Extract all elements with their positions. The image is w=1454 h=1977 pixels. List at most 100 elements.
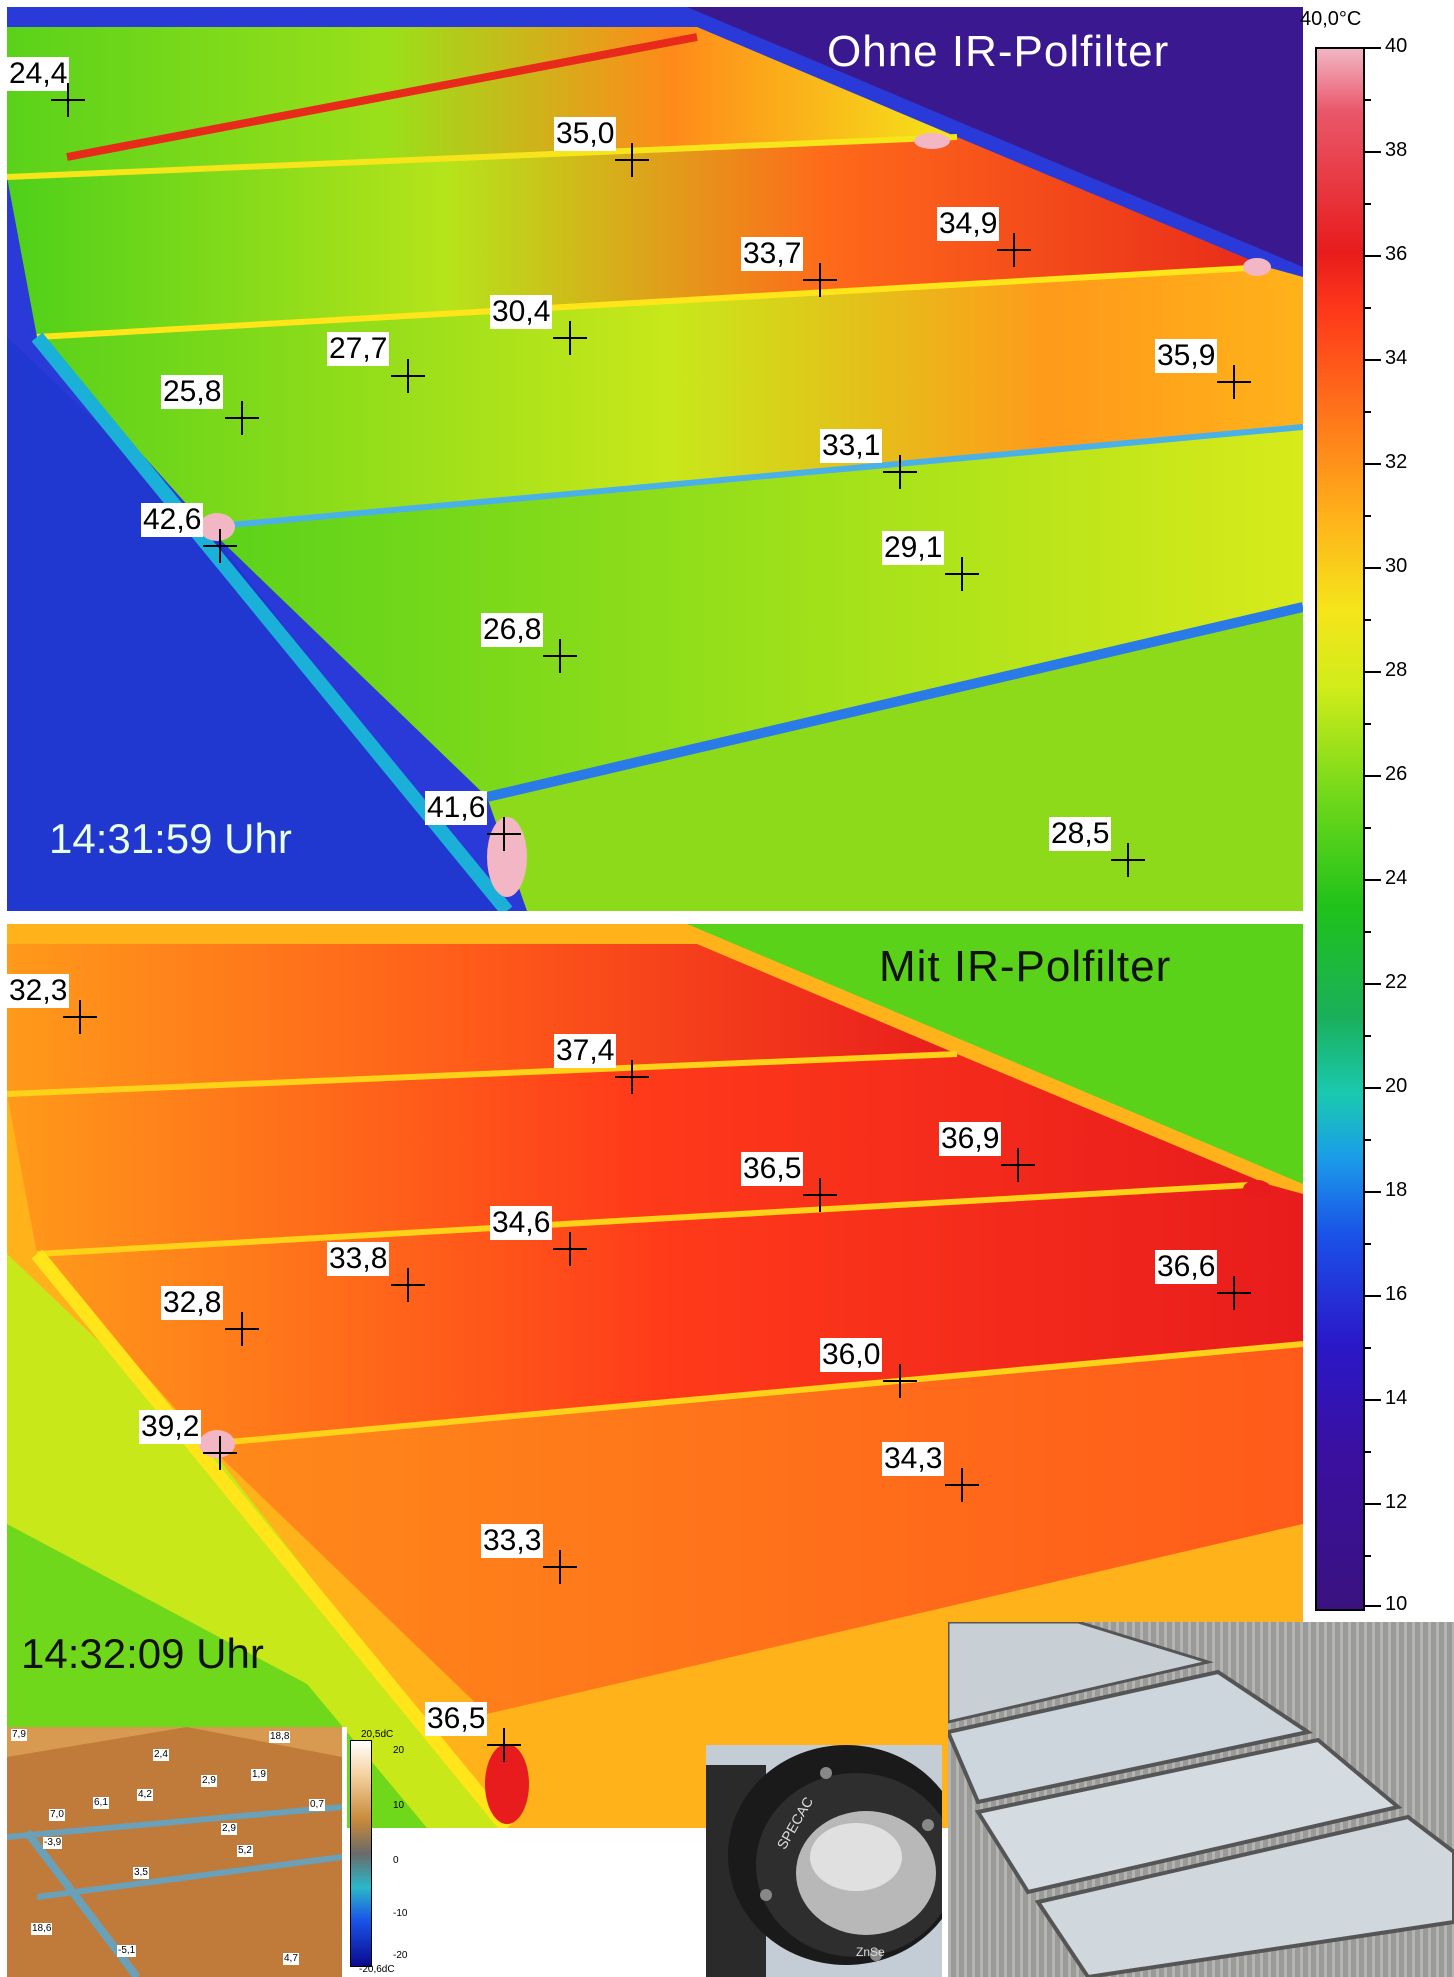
inset-marker-label: 6,1 bbox=[93, 1797, 109, 1809]
temp-marker-label: 37,4 bbox=[554, 1034, 617, 1068]
scale-max-label: 40,0°C bbox=[1300, 8, 1362, 30]
scale-tick-label: 20 bbox=[1385, 1075, 1408, 1097]
scale-major-tick bbox=[1363, 1191, 1381, 1193]
thermal-scene-bottom bbox=[7, 924, 1303, 1828]
crosshair-icon bbox=[883, 1364, 917, 1398]
inset-marker-label: 7,9 bbox=[11, 1729, 27, 1741]
temp-marker-label: 33,3 bbox=[481, 1524, 544, 1558]
inset-scale-tick-label: 0 bbox=[393, 1855, 399, 1866]
inset-thermal-scene bbox=[7, 1727, 347, 1977]
inset-color-scale bbox=[350, 1740, 372, 1967]
scale-tick-label: 32 bbox=[1385, 451, 1408, 473]
temp-marker-label: 34,3 bbox=[882, 1442, 945, 1476]
inset-marker-label: -3,9 bbox=[43, 1837, 63, 1849]
temp-marker-label: 34,6 bbox=[490, 1206, 553, 1240]
scale-minor-tick bbox=[1363, 307, 1371, 309]
inset-marker-label: 2,9 bbox=[201, 1775, 217, 1787]
crosshair-icon bbox=[391, 1268, 425, 1302]
temp-marker-label: 36,6 bbox=[1155, 1250, 1218, 1284]
temp-marker-label: 36,5 bbox=[741, 1152, 804, 1186]
inset-scale-tick-label: -10 bbox=[393, 1908, 408, 1919]
temp-marker-label: 35,0 bbox=[554, 117, 617, 151]
crosshair-icon bbox=[615, 143, 649, 177]
inset-scale-top-label: 20,5dC bbox=[361, 1729, 394, 1740]
inset-marker-label: 2,4 bbox=[153, 1749, 169, 1761]
crosshair-icon bbox=[553, 321, 587, 355]
scale-tick-label: 26 bbox=[1385, 763, 1408, 785]
scale-major-tick bbox=[1363, 775, 1381, 777]
thermal-image-without-filter: Ohne IR-Polfilter 14:31:59 Uhr 24,4 35,0… bbox=[7, 7, 1303, 911]
inset-marker-label: 18,6 bbox=[31, 1923, 53, 1935]
temp-marker-label: 34,9 bbox=[937, 207, 1000, 241]
crosshair-icon bbox=[487, 817, 521, 851]
temperature-color-scale bbox=[1315, 47, 1365, 1611]
scale-major-tick bbox=[1363, 463, 1381, 465]
temp-marker-label: 25,8 bbox=[161, 375, 224, 409]
temp-marker-label: 33,8 bbox=[327, 1242, 390, 1276]
crosshair-icon bbox=[997, 233, 1031, 267]
inset-marker-label: 5,2 bbox=[237, 1845, 253, 1857]
scale-major-tick bbox=[1363, 1503, 1381, 1505]
temp-marker-label: 32,8 bbox=[161, 1286, 224, 1320]
temp-marker-label: 41,6 bbox=[425, 791, 488, 825]
scale-ticks: 40 38 36 34 32 30 28 26 24 22 20 18 16 1… bbox=[1363, 35, 1453, 1615]
crosshair-icon bbox=[51, 83, 85, 117]
scale-minor-tick bbox=[1363, 411, 1371, 413]
scale-major-tick bbox=[1363, 671, 1381, 673]
scale-tick-label: 12 bbox=[1385, 1491, 1408, 1513]
scale-minor-tick bbox=[1363, 1035, 1371, 1037]
scale-major-tick bbox=[1363, 47, 1381, 49]
timestamp: 14:31:59 Uhr bbox=[49, 815, 292, 862]
crosshair-icon bbox=[1001, 1148, 1035, 1182]
inset-marker-label: -5,1 bbox=[117, 1945, 137, 1957]
inset-roof-photo bbox=[948, 1622, 1454, 1977]
scale-minor-tick bbox=[1363, 1555, 1371, 1557]
crosshair-icon bbox=[391, 359, 425, 393]
scale-tick-label: 18 bbox=[1385, 1179, 1408, 1201]
temp-marker-label: 32,3 bbox=[7, 974, 70, 1008]
temp-marker-label: 27,7 bbox=[327, 332, 390, 366]
crosshair-icon bbox=[203, 1436, 237, 1470]
inset-marker-label: 3,5 bbox=[133, 1867, 149, 1879]
scale-tick-label: 10 bbox=[1385, 1593, 1408, 1615]
crosshair-icon bbox=[487, 1728, 521, 1762]
temp-marker-label: 28,5 bbox=[1049, 817, 1112, 851]
inset-marker-label: 4,2 bbox=[137, 1789, 153, 1801]
temp-marker-label: 42,6 bbox=[141, 503, 204, 537]
scale-major-tick bbox=[1363, 1399, 1381, 1401]
crosshair-icon bbox=[63, 1000, 97, 1034]
inset-marker-label: 4,7 bbox=[283, 1953, 299, 1965]
scale-tick-label: 28 bbox=[1385, 659, 1408, 681]
scale-major-tick bbox=[1363, 1087, 1381, 1089]
filter-photo-scene bbox=[706, 1745, 942, 1977]
scale-major-tick bbox=[1363, 359, 1381, 361]
temp-marker-label: 33,7 bbox=[741, 237, 804, 271]
scale-major-tick bbox=[1363, 879, 1381, 881]
scale-minor-tick bbox=[1363, 515, 1371, 517]
crosshair-icon bbox=[543, 639, 577, 673]
temp-marker-label: 29,1 bbox=[882, 531, 945, 565]
scale-tick-label: 24 bbox=[1385, 867, 1408, 889]
thermal-image-with-filter: Mit IR-Polfilter 14:32:09 Uhr 32,3 37,4 … bbox=[7, 924, 1303, 1828]
inset-filter-photo: SPECAC ZnSe bbox=[706, 1745, 942, 1977]
temp-marker-label: 24,4 bbox=[7, 57, 70, 91]
scale-major-tick bbox=[1363, 567, 1381, 569]
crosshair-icon bbox=[615, 1060, 649, 1094]
temp-marker-label: 36,5 bbox=[425, 1702, 488, 1736]
thermal-scene-top bbox=[7, 7, 1303, 911]
crosshair-icon bbox=[945, 557, 979, 591]
inset-marker-label: 1,9 bbox=[251, 1769, 267, 1781]
scale-major-tick bbox=[1363, 1605, 1381, 1607]
temp-marker-label: 36,0 bbox=[820, 1338, 883, 1372]
inset-scale-tick-label: 10 bbox=[393, 1800, 405, 1811]
scale-minor-tick bbox=[1363, 619, 1371, 621]
scale-tick-label: 36 bbox=[1385, 243, 1408, 265]
inset-marker-label: 7,0 bbox=[49, 1809, 65, 1821]
filter-material-text: ZnSe bbox=[856, 1945, 885, 1959]
panel-title: Mit IR-Polfilter bbox=[879, 942, 1172, 991]
temp-marker-label: 36,9 bbox=[939, 1122, 1002, 1156]
panel-title: Ohne IR-Polfilter bbox=[827, 27, 1170, 76]
scale-major-tick bbox=[1363, 151, 1381, 153]
scale-tick-label: 22 bbox=[1385, 971, 1408, 993]
crosshair-icon bbox=[1111, 843, 1145, 877]
